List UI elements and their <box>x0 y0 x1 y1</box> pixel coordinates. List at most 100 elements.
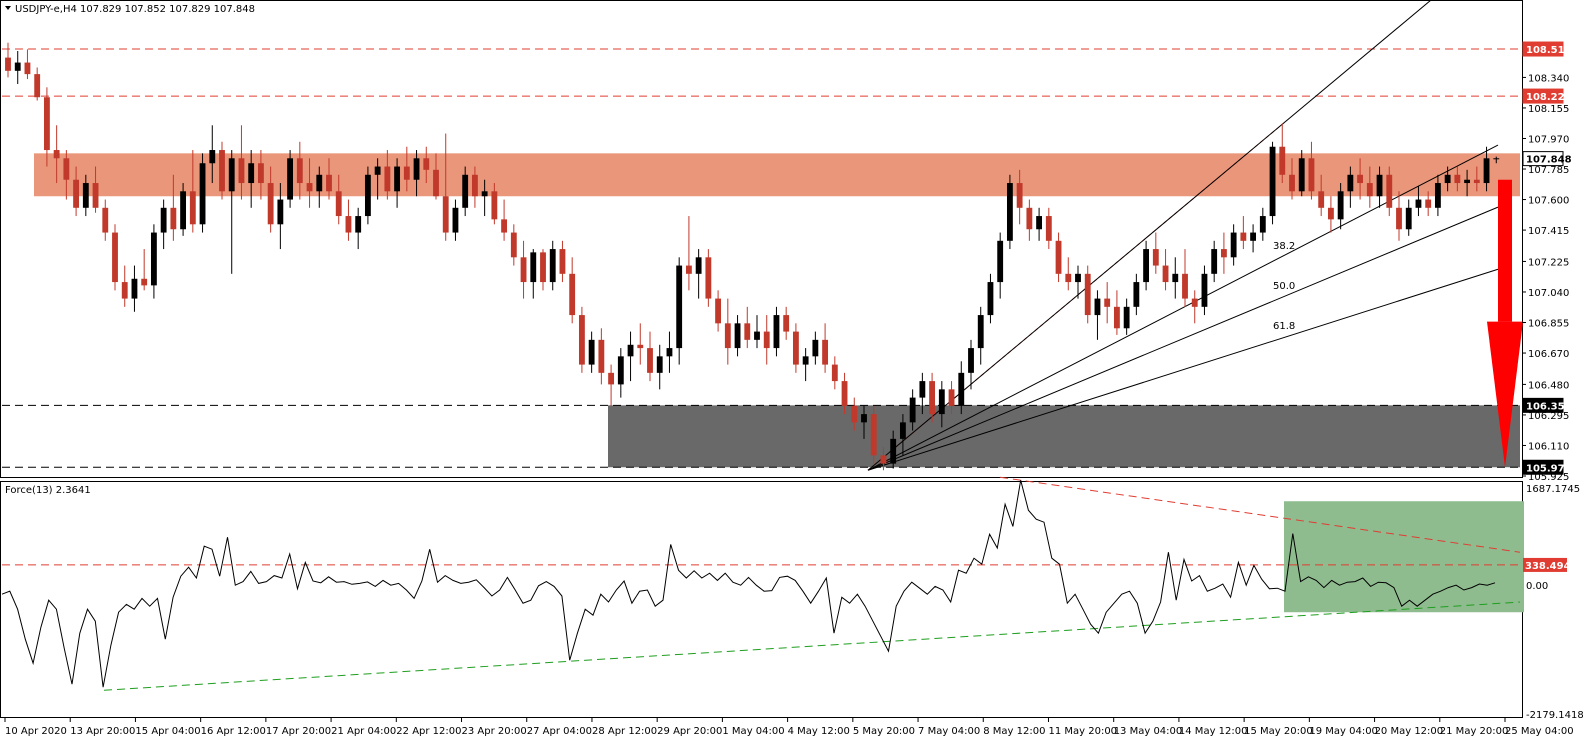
force-index-series <box>1 476 1521 691</box>
candle-body <box>627 344 634 357</box>
candle-body <box>1006 183 1013 241</box>
candle-body <box>792 331 799 365</box>
price-tag-label: 107.848 <box>1526 155 1572 166</box>
fib-fan-line <box>867 144 1499 471</box>
candle-body <box>1094 298 1101 316</box>
candle-body <box>199 163 206 225</box>
candle-body <box>170 207 177 230</box>
candle-body <box>1444 174 1451 184</box>
price-tag-box <box>1522 397 1564 413</box>
candle-body <box>335 191 342 217</box>
candle-body <box>1143 249 1150 283</box>
candle-body <box>812 339 819 357</box>
candle-body <box>724 323 731 349</box>
force-resistance-trendline <box>999 476 1521 553</box>
candle-body <box>929 381 936 415</box>
candle-body <box>345 216 352 233</box>
price-tick-label: 106.480 <box>1528 380 1569 391</box>
candle-body <box>1279 146 1286 175</box>
candle-body <box>316 174 323 192</box>
candle-body <box>24 62 31 75</box>
indicator-header: Force(13) 2.3641 <box>5 485 91 496</box>
candle-body <box>1308 158 1315 192</box>
candle-body <box>656 356 663 373</box>
candle-body <box>588 339 595 365</box>
candle-body <box>442 196 449 233</box>
candle-body <box>754 331 760 340</box>
price-tick-label: 107.040 <box>1528 288 1569 299</box>
candle-body <box>861 414 867 423</box>
forecast-arrow <box>1487 179 1523 468</box>
candle-body <box>1347 174 1354 192</box>
time-tick-label: 21 Apr 04:00 <box>331 726 396 737</box>
time-tick-label: 22 Apr 12:00 <box>396 726 461 737</box>
candle-body <box>617 356 624 385</box>
candle-body <box>520 257 527 283</box>
candle-body <box>102 207 109 233</box>
candle-body <box>831 364 838 382</box>
candle-body <box>549 249 556 283</box>
candle-body <box>987 282 994 316</box>
candle-body <box>851 405 858 423</box>
candle-body <box>121 282 128 299</box>
candle-body <box>1220 249 1227 258</box>
candle-body <box>1084 273 1091 316</box>
candle-body <box>1250 232 1257 241</box>
candle-body <box>1191 298 1198 307</box>
candle-body <box>1065 273 1072 283</box>
force-support-trendline <box>103 601 1521 691</box>
candle-body <box>1026 207 1033 230</box>
time-tick-label: 1 May 04:00 <box>722 726 784 737</box>
fib-fan-line <box>867 206 1499 471</box>
collapse-triangle-icon[interactable] <box>5 6 11 10</box>
time-tick-label: 19 May 04:00 <box>1309 726 1378 737</box>
time-tick-label: 20 May 12:00 <box>1375 726 1444 737</box>
price-tick-label: 107.785 <box>1528 165 1569 176</box>
price-tick-label: 107.600 <box>1528 196 1569 207</box>
candle-body <box>1152 249 1159 266</box>
candle-body <box>384 166 391 192</box>
candle-body <box>1289 174 1295 192</box>
candle-body <box>462 174 469 208</box>
candle-body <box>1201 273 1208 307</box>
candle-body <box>1483 158 1490 184</box>
candle-body <box>1230 232 1237 258</box>
forecast-arrow-shaft <box>1498 179 1512 322</box>
time-tick-label: 16 Apr 12:00 <box>201 726 266 737</box>
candle-body <box>1405 207 1412 230</box>
candle-body <box>1396 207 1402 230</box>
time-tick-label: 17 Apr 20:00 <box>266 726 331 737</box>
candle-body <box>1454 174 1461 184</box>
fib-fan-label: 38.2 <box>1273 241 1295 252</box>
candle-body <box>413 158 420 180</box>
price-tag-box <box>1522 88 1564 104</box>
price-tick-label: 106.670 <box>1528 349 1569 360</box>
main-pane-frame <box>0 0 1523 478</box>
candle-body <box>870 414 877 456</box>
candle-body <box>471 174 478 197</box>
candle-body <box>296 158 303 184</box>
candle-body <box>948 389 955 406</box>
candle-body <box>160 207 167 233</box>
candle-body <box>559 249 566 274</box>
candle-body <box>919 381 926 398</box>
time-tick-label: 4 May 12:00 <box>788 726 850 737</box>
candle-body <box>1415 199 1422 208</box>
price-tag-box <box>1522 459 1564 475</box>
candle-body <box>34 74 41 98</box>
candle-body <box>569 273 576 316</box>
time-tick-label: 13 May 04:00 <box>1114 726 1183 737</box>
candle-body <box>763 331 770 349</box>
price-tags: 108.512 108.227 107.848 106.353 105.978 338.4… <box>1522 41 1578 572</box>
candle-body <box>1172 273 1179 283</box>
time-tick-label: 13 Apr 20:00 <box>70 726 135 737</box>
candle-body <box>1386 174 1393 208</box>
candle-body <box>219 150 225 192</box>
force-tick-label: -2179.1418 <box>1526 710 1584 721</box>
candle-body <box>189 191 196 225</box>
time-tick-label: 28 Apr 12:00 <box>592 726 657 737</box>
candle-body <box>1357 174 1364 184</box>
candle-body <box>647 348 653 373</box>
candle-body <box>958 372 965 406</box>
candle-body <box>43 97 50 151</box>
